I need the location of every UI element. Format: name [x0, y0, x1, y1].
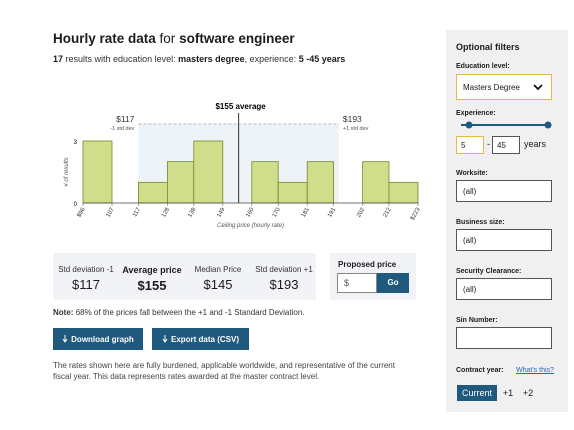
sidebar-title: Optional filters — [456, 42, 520, 52]
subtitle-part: results with education level: — [65, 54, 176, 64]
histogram: 0 3 # of results $96 107 117 128 138 149 160 170 18… — [64, 102, 422, 229]
max-input[interactable]: 45 — [492, 136, 520, 154]
average-label: $155 average — [215, 102, 266, 111]
select-value: Masters Degree — [463, 82, 520, 92]
field-input[interactable]: (all) — [456, 229, 552, 251]
y-axis-label: # of results — [64, 157, 70, 186]
field-label: Worksite: — [456, 170, 488, 177]
x-tick-label: 117 — [132, 206, 142, 218]
field-value: (all) — [463, 284, 477, 294]
note-text: 68% of the prices fall between the +1 an… — [75, 308, 305, 317]
upper-label: $193 — [343, 114, 362, 124]
field-label: Business size: — [456, 219, 505, 226]
title-part: software engineer — [179, 31, 295, 46]
x-tick-label: 181 — [301, 206, 312, 218]
field-input[interactable]: (all) — [456, 180, 552, 202]
lower-note: -1 std dev — [110, 126, 134, 132]
subtitle-part: , experience: — [244, 54, 297, 64]
button-text: Export data (CSV) — [170, 334, 239, 344]
contract-option[interactable]: Current — [457, 385, 497, 401]
icon — [62, 335, 68, 343]
unit: years — [524, 139, 547, 149]
x-tick-label: 202 — [356, 206, 367, 218]
stat: Std deviation -1 $117 — [53, 253, 119, 292]
x-tick-label: 149 — [216, 206, 227, 218]
bar — [251, 161, 279, 204]
chevron — [533, 84, 543, 91]
title-part: Hourly rate data — [53, 31, 156, 46]
contract-option[interactable]: +2 — [522, 388, 534, 398]
subtitle: 17 results with education level: masters… — [53, 54, 345, 64]
dash: - — [487, 139, 490, 149]
stat: Median Price $145 — [185, 253, 251, 292]
y-tick-label: 3 — [74, 140, 78, 146]
field-label: Experience: — [456, 110, 496, 117]
x-tick-label: 170 — [272, 206, 283, 218]
title-part: for — [159, 31, 176, 46]
subtitle-part: masters degree — [178, 54, 245, 64]
proposed-label: Proposed price — [338, 260, 397, 269]
range-slider[interactable] — [458, 120, 552, 130]
export-button[interactable]: Export data (CSV) — [152, 328, 249, 350]
go-button[interactable]: Go — [377, 273, 409, 293]
bar — [137, 181, 168, 204]
subtitle-part: 17 — [53, 54, 64, 64]
field-input[interactable] — [456, 327, 552, 349]
page-title: Hourly rate data for software engineer — [53, 31, 295, 46]
stat-value: $145 — [203, 277, 233, 292]
bar — [193, 140, 224, 204]
stat-label: Average price — [122, 265, 182, 275]
stat-label: Std deviation +1 — [255, 265, 313, 274]
stat-value: $193 — [269, 277, 299, 292]
stat-label: Std deviation -1 — [58, 265, 114, 274]
bar — [362, 161, 390, 204]
stat-value: $155 — [137, 278, 167, 293]
disclaimer: The rates shown here are fully burdened,… — [53, 361, 395, 381]
sidebar: Optional filters Education level: Master… — [446, 30, 568, 412]
stats-box: Std deviation -1 $117 Average price $155 Med… — [53, 253, 316, 300]
upper-note: +1 std dev — [343, 126, 369, 132]
education-select[interactable]: Masters Degree — [456, 74, 552, 100]
min-input[interactable]: 5 — [456, 136, 484, 154]
lower-label: $117 — [116, 114, 135, 124]
stat: Average price $155 — [119, 253, 185, 293]
field-input[interactable]: (all) — [456, 278, 552, 300]
x-tick-label: 160 — [245, 206, 256, 218]
bar — [167, 161, 195, 204]
contract-option[interactable]: +1 — [502, 388, 514, 398]
x-tick-label: 212 — [383, 206, 394, 218]
price-input[interactable]: $ — [337, 273, 377, 293]
x-tick-label: 128 — [161, 206, 172, 218]
x-tick-label: 138 — [187, 206, 198, 218]
field-value: (all) — [463, 235, 477, 245]
x-axis-label: Ceiling price (hourly rate) — [217, 223, 284, 229]
bar — [82, 140, 113, 204]
y-tick-label: 0 — [74, 202, 78, 208]
stat-label: Median Price — [194, 265, 242, 274]
note-lead: Note: — [53, 308, 74, 317]
x-tick-label: $223 — [410, 206, 422, 221]
x-tick-label: 107 — [106, 206, 117, 218]
stat: Std deviation +1 $193 — [251, 253, 317, 292]
button-text: Download graph — [71, 334, 134, 344]
field-label: Sin Number: — [456, 317, 498, 324]
x-tick-label: $96 — [77, 206, 88, 218]
x-tick-label: 191 — [327, 206, 338, 218]
stat-value: $117 — [72, 277, 100, 292]
icon — [162, 335, 168, 343]
subtitle-part: 5 -45 years — [298, 54, 346, 64]
field-label: Education level: — [456, 63, 510, 70]
help-link[interactable]: What's this? — [516, 367, 554, 374]
proposed-price: Proposed price $ Go — [330, 253, 416, 300]
field-label: Security Clearance: — [456, 268, 522, 275]
field-value: (all) — [463, 186, 477, 196]
note: Note: 68% of the prices fall between the… — [53, 308, 305, 317]
bar — [277, 181, 308, 204]
bar — [306, 161, 334, 204]
field-label: Contract year: — [456, 367, 504, 374]
bar — [388, 181, 419, 204]
download-button[interactable]: Download graph — [53, 328, 143, 350]
